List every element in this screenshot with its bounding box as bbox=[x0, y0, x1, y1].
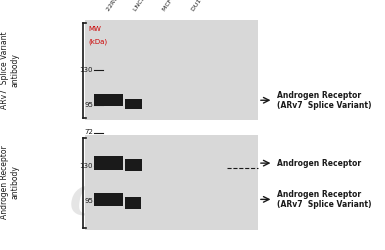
Text: MCF-7 (AR -): MCF-7 (AR -) bbox=[162, 0, 188, 12]
Text: (kDa): (kDa) bbox=[89, 39, 108, 45]
Bar bbox=[125, 99, 142, 109]
Text: 130: 130 bbox=[80, 67, 93, 73]
Text: 22RV1 (AR +, ARv7 +): 22RV1 (AR +, ARv7 +) bbox=[106, 0, 150, 12]
Text: Androgen Receptor: Androgen Receptor bbox=[277, 158, 362, 168]
Text: DU145 (AR -): DU145 (AR -) bbox=[191, 0, 218, 12]
Text: MW: MW bbox=[89, 26, 101, 32]
Text: 95: 95 bbox=[84, 198, 93, 204]
Text: ARv7  Splice Variant
antibody: ARv7 Splice Variant antibody bbox=[0, 31, 19, 109]
Text: 72: 72 bbox=[84, 130, 93, 136]
Text: 130: 130 bbox=[80, 163, 93, 169]
Text: Androgen Receptor
(ARv7  Splice Variant): Androgen Receptor (ARv7 Splice Variant) bbox=[277, 190, 372, 209]
Text: GeneTex: GeneTex bbox=[69, 186, 253, 224]
Bar bbox=[125, 197, 141, 209]
FancyBboxPatch shape bbox=[85, 20, 258, 120]
Text: Androgen Receptor
(ARv7  Splice Variant): Androgen Receptor (ARv7 Splice Variant) bbox=[277, 90, 372, 110]
Text: Androgen Receptor
antibody: Androgen Receptor antibody bbox=[0, 146, 19, 220]
FancyBboxPatch shape bbox=[85, 135, 258, 230]
Bar bbox=[125, 159, 142, 171]
Text: 95: 95 bbox=[84, 102, 93, 108]
Bar bbox=[94, 192, 123, 206]
Text: LNCap (AR +, ARv7 -): LNCap (AR +, ARv7 -) bbox=[133, 0, 176, 12]
Bar bbox=[94, 156, 123, 170]
Bar bbox=[94, 94, 123, 106]
